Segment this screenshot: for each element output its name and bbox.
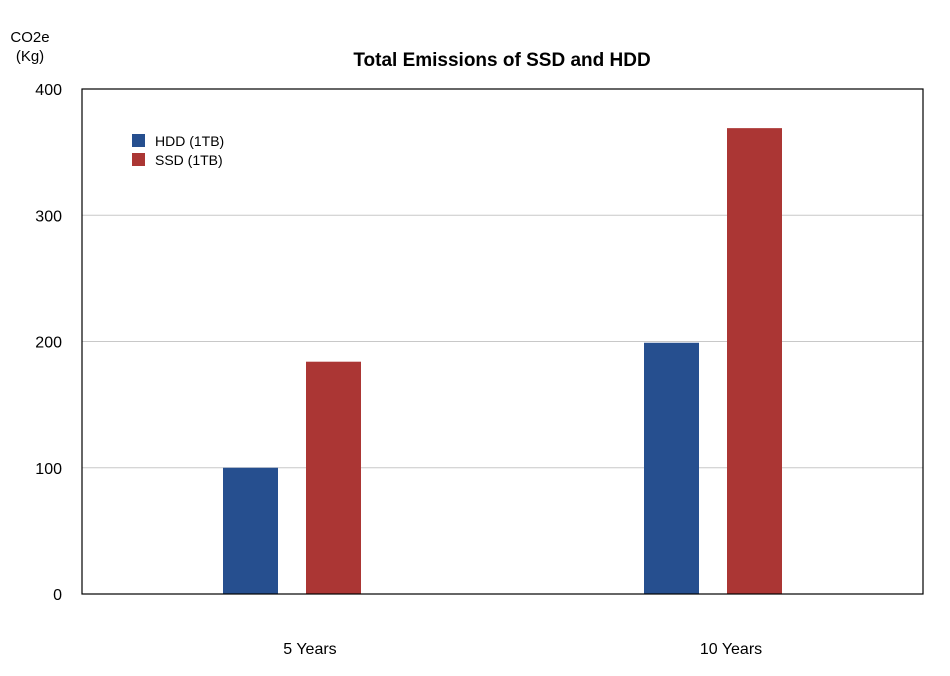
plot-frame xyxy=(81,88,924,595)
y-tick-label: 400 xyxy=(35,82,62,99)
y-tick-label: 200 xyxy=(35,335,62,352)
gridlines xyxy=(82,214,923,469)
legend-swatch xyxy=(132,153,145,166)
bar-hdd-2 xyxy=(644,342,699,594)
legend-swatch xyxy=(132,134,145,147)
chart-title: Total Emissions of SSD and HDD xyxy=(353,50,650,71)
y-tick-label: 100 xyxy=(35,461,62,478)
legend-label: HDD (1TB) xyxy=(155,133,224,149)
x-axis-categories: 5 Years 10 Years xyxy=(283,641,762,658)
bar-hdd-1 xyxy=(223,467,278,594)
y-axis-label-line-2: (Kg) xyxy=(16,48,44,65)
legend: HDD (1TB) SSD (1TB) xyxy=(132,133,224,168)
y-axis-ticks: 0 100 200 300 400 xyxy=(35,82,62,604)
x-category-label: 10 Years xyxy=(700,641,762,658)
legend-label: SSD (1TB) xyxy=(155,152,223,168)
bar-ssd-2 xyxy=(727,128,782,594)
bar-ssd-1 xyxy=(306,361,361,594)
y-tick-label: 300 xyxy=(35,208,62,225)
y-axis-label-line-1: CO2e xyxy=(10,29,49,46)
y-tick-label: 0 xyxy=(53,587,62,604)
bars xyxy=(223,128,782,594)
x-category-label: 5 Years xyxy=(283,641,336,658)
